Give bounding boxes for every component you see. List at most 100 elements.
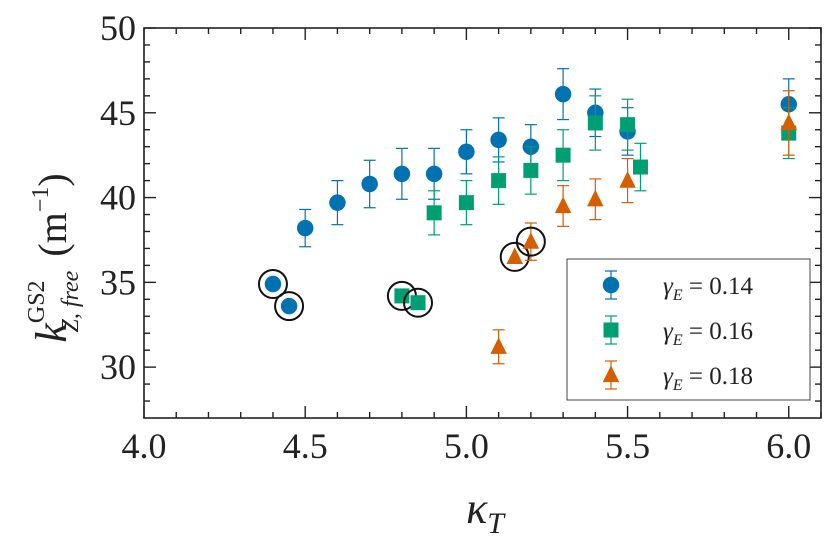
legend-label: γE = 0.18 — [663, 363, 753, 394]
data-point — [587, 95, 603, 151]
x-tick-label: 5.0 — [444, 426, 489, 466]
square-marker — [410, 295, 426, 311]
triangle-marker — [780, 113, 798, 131]
x-tick-label: 6.0 — [766, 426, 811, 466]
series-square — [386, 95, 797, 318]
circle-marker — [393, 165, 411, 183]
y-tick-label: 50 — [100, 8, 136, 48]
circle-marker — [264, 275, 282, 293]
data-point — [780, 90, 798, 156]
legend-label-value: = 0.14 — [683, 273, 754, 300]
legend-label-main: γ — [663, 363, 674, 390]
circle-marker — [280, 297, 298, 315]
square-marker — [555, 147, 571, 163]
triangle-marker — [506, 247, 523, 265]
triangle-marker — [619, 171, 636, 188]
x-tick-labels: 4.0 4.5 5.0 5.5 6.0 — [122, 426, 812, 466]
highlight-ring — [257, 269, 288, 300]
legend-label-sub: E — [672, 287, 683, 304]
data-point — [523, 146, 539, 195]
triangle-marker — [602, 365, 620, 383]
y-tick-label: 40 — [100, 178, 136, 218]
y-axis-label-sup: GS2 — [24, 280, 50, 323]
y-axis-label-unit: (m — [30, 212, 75, 256]
y-tick-label: 30 — [100, 347, 136, 387]
square-marker — [426, 205, 442, 221]
triangle-marker — [554, 196, 572, 214]
circle-marker — [361, 175, 378, 193]
circle-marker — [490, 131, 507, 149]
circle-marker — [554, 85, 572, 103]
circle-marker — [602, 276, 620, 294]
legend-label-main: γ — [663, 318, 674, 345]
legend-label: γE = 0.16 — [663, 318, 753, 349]
data-marks — [257, 68, 798, 365]
data-point — [515, 222, 546, 261]
y-axis-label: kGS2 Z, free (m−1) — [24, 173, 84, 342]
square-marker — [620, 117, 636, 133]
legend-entry: γE = 0.14 — [602, 270, 753, 304]
data-point — [632, 142, 648, 192]
y-tick-label: 35 — [100, 262, 136, 302]
legend-entry: γE = 0.18 — [602, 360, 753, 394]
square-marker — [394, 288, 410, 304]
legend-label: γE = 0.14 — [663, 273, 753, 304]
highlight-ring — [403, 287, 434, 318]
highlight-ring — [515, 226, 546, 257]
square-marker — [491, 173, 507, 189]
data-point — [403, 287, 434, 318]
circle-marker — [458, 143, 475, 161]
y-axis-label-unit-close: ) — [30, 173, 75, 186]
data-point — [490, 117, 507, 163]
legend-entry: γE = 0.16 — [603, 315, 753, 349]
triangle-marker — [587, 189, 604, 207]
data-point — [393, 147, 411, 200]
square-marker — [603, 322, 619, 338]
data-point — [499, 241, 530, 272]
y-axis-label-base: k — [27, 322, 76, 343]
y-axis-label-sub: Z, free — [58, 270, 84, 332]
square-marker — [458, 195, 474, 211]
data-point — [491, 156, 507, 205]
data-point — [329, 180, 346, 226]
circle-marker — [296, 219, 314, 237]
triangle-marker — [522, 232, 540, 249]
data-point — [458, 129, 475, 175]
legend-label-sub: E — [672, 377, 683, 394]
x-tick-label: 4.0 — [122, 426, 167, 466]
data-point — [619, 157, 636, 204]
data-point — [458, 180, 474, 226]
circle-marker — [425, 165, 443, 183]
x-tick-label: 5.5 — [605, 426, 650, 466]
highlight-ring — [499, 241, 530, 272]
circle-marker — [329, 194, 346, 211]
series-triangle — [490, 90, 798, 365]
data-point — [554, 68, 572, 121]
y-tick-label: 45 — [100, 93, 136, 133]
data-point — [587, 178, 604, 221]
legend-label-sub: E — [672, 332, 683, 349]
highlight-ring — [274, 291, 305, 322]
x-axis-label-main: κ — [466, 484, 488, 533]
y-axis-label-unit-exp: −1 — [28, 187, 54, 213]
x-axis-label: κT — [466, 484, 506, 536]
triangle-marker — [490, 337, 507, 354]
data-point — [274, 291, 305, 322]
legend-label-value: = 0.16 — [683, 318, 753, 345]
major-ticks — [143, 27, 821, 418]
square-marker — [587, 115, 603, 131]
data-point — [361, 159, 378, 209]
data-point — [490, 329, 507, 365]
data-point — [554, 185, 572, 227]
legend-label-value: = 0.18 — [683, 363, 753, 390]
x-axis-label-sub: T — [487, 507, 506, 536]
x-tick-label: 4.5 — [283, 426, 328, 466]
data-point — [426, 190, 442, 236]
y-tick-labels: 30 35 40 45 50 — [100, 8, 136, 387]
legend-label-main: γ — [663, 273, 674, 300]
square-marker — [523, 162, 539, 178]
data-point — [620, 98, 636, 151]
